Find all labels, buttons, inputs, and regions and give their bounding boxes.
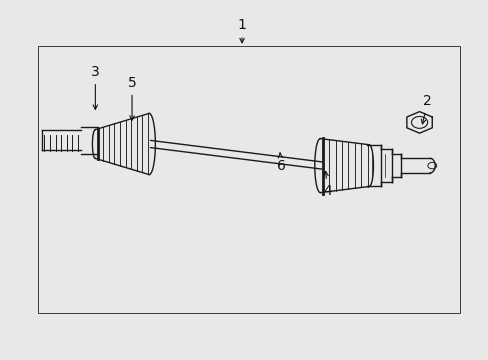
FancyBboxPatch shape bbox=[39, 47, 459, 313]
Text: 6: 6 bbox=[276, 153, 285, 172]
Text: 3: 3 bbox=[91, 65, 100, 109]
FancyBboxPatch shape bbox=[39, 47, 459, 313]
Text: 4: 4 bbox=[323, 171, 331, 198]
Text: 2: 2 bbox=[421, 94, 431, 124]
Text: 5: 5 bbox=[127, 76, 136, 120]
Text: 1: 1 bbox=[237, 18, 246, 43]
